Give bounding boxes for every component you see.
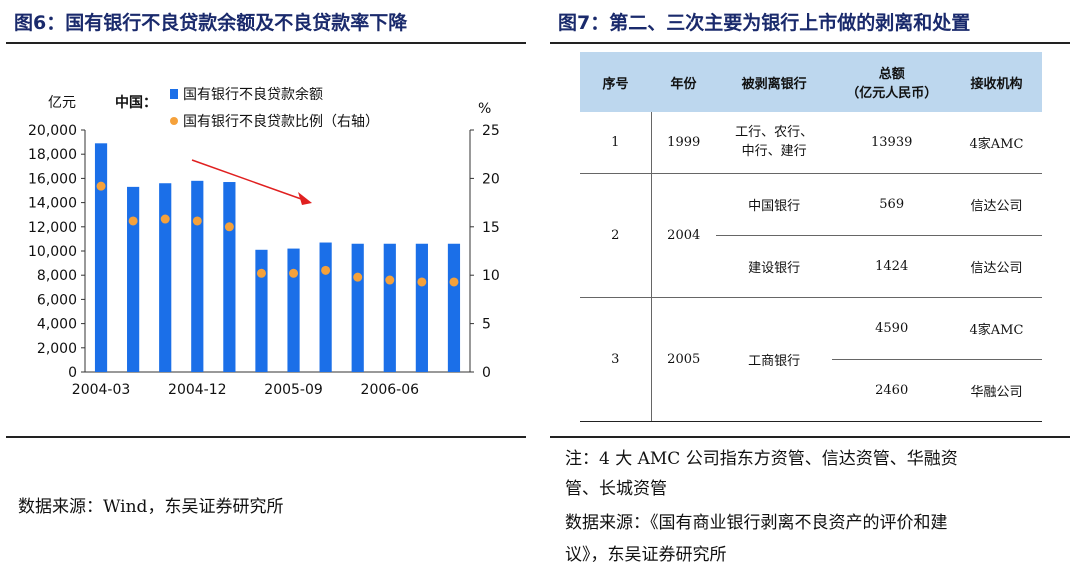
y-tick-label-left: 4,000 — [37, 317, 77, 333]
bar-npl-balance — [415, 243, 428, 372]
bar-npl-balance — [127, 186, 140, 372]
right-source-line-1: 数据来源：《国有商业银行剥离不良资产的评价和建 — [565, 513, 948, 533]
table-row: 2460 华融公司 — [580, 359, 1042, 422]
bar-npl-balance — [351, 243, 364, 372]
point-npl-ratio — [96, 181, 106, 191]
table-row: 建设银行 1424 信达公司 — [580, 235, 1042, 298]
bar-npl-balance — [191, 180, 204, 372]
region-label: 中国： — [115, 94, 157, 111]
cell-amount: 13939 — [832, 112, 951, 174]
y-tick-label-left: 20,000 — [28, 123, 77, 139]
y-tick-label-right: 10 — [482, 268, 500, 284]
y-tick-label-right: 15 — [482, 220, 500, 236]
bar-npl-balance — [255, 249, 268, 372]
cell-receiver: 信达公司 — [950, 235, 1042, 298]
cell-bank: 工行、农行、 中行、建行 — [715, 112, 833, 174]
figure6-title: 图6：国有银行不良贷款余额及不良贷款率下降 — [14, 12, 408, 34]
point-npl-ratio — [449, 277, 459, 287]
x-tick-label: 2006-06 — [361, 382, 420, 398]
point-npl-ratio — [321, 265, 331, 275]
cell-year: 2004 — [650, 173, 716, 298]
bad-loan-chart: 0 2,000 4,000 6,000 8,000 10,000 12,000 14,000 1… — [28, 86, 500, 398]
y-tick-label-right: 0 — [482, 365, 491, 381]
right-bottom-rule — [550, 436, 1070, 438]
table-header-row: 序号 年份 被剥离银行 总额 （亿元人民币） 接收机构 — [580, 52, 1042, 112]
y-tick-label-right: 25 — [482, 123, 500, 139]
y-tick-label-left: 16,000 — [28, 171, 77, 187]
y-tick-label-left: 14,000 — [28, 196, 77, 212]
divestment-table: 序号 年份 被剥离银行 总额 （亿元人民币） 接收机构 1 1999 工行、农行… — [580, 52, 1042, 422]
trend-arrow-head — [298, 192, 312, 205]
cell-receiver: 4家AMC — [950, 112, 1042, 174]
y-tick-label-left: 10,000 — [28, 244, 77, 260]
cell-amount: 2460 — [832, 359, 951, 422]
col-header-year: 年份 — [651, 52, 716, 112]
cell-amount: 4590 — [832, 297, 951, 360]
note-line-1: 注：4 大 AMC 公司指东方资管、信达资管、华融资 — [565, 449, 958, 469]
y-tick-label-left: 18,000 — [28, 147, 77, 163]
left-title-rule — [6, 42, 526, 44]
cell-bank: 建设银行 — [715, 235, 833, 298]
cell-no: 1 — [580, 112, 652, 174]
bar-npl-balance — [223, 182, 236, 372]
note-line-2: 管、长城资管 — [565, 479, 667, 499]
legend-swatch-bar — [170, 89, 178, 99]
figure7-title: 图7：第二、三次主要为银行上市做的剥离和处置 — [558, 12, 971, 34]
y-tick-label-left: 2,000 — [37, 341, 77, 357]
cell-amount: 1424 — [832, 235, 951, 298]
cell-year: 2005 — [650, 297, 716, 422]
y-tick-label-left: 12,000 — [28, 220, 77, 236]
point-npl-ratio — [256, 268, 266, 278]
cell-receiver: 4家AMC — [950, 297, 1042, 360]
cell-amount: 569 — [832, 173, 951, 236]
left-source: 数据来源：Wind，东吴证券研究所 — [18, 497, 284, 517]
point-npl-ratio — [128, 216, 138, 226]
bar-npl-balance — [383, 243, 396, 372]
col-header-bank: 被剥离银行 — [715, 52, 833, 112]
bar-npl-balance — [287, 248, 300, 372]
y-tick-label-left: 6,000 — [37, 292, 77, 308]
col-header-receiver: 接收机构 — [950, 52, 1042, 112]
x-tick-label: 2004-03 — [72, 382, 131, 398]
col-header-no: 序号 — [580, 52, 652, 112]
x-tick-label: 2004-12 — [168, 382, 227, 398]
point-npl-ratio — [224, 222, 234, 232]
y-tick-label-left: 0 — [68, 365, 77, 381]
cell-bank: 工商银行 — [715, 297, 833, 422]
cell-bank: 中国银行 — [715, 173, 833, 236]
point-npl-ratio — [192, 216, 202, 226]
y-axis-label-right: % — [478, 101, 491, 117]
cell-receiver: 华融公司 — [950, 359, 1042, 422]
bar-npl-balance — [319, 242, 332, 372]
cell-year: 1999 — [650, 112, 716, 174]
bar-npl-balance — [159, 183, 172, 372]
right-title-rule — [550, 42, 1070, 44]
point-npl-ratio — [289, 268, 299, 278]
legend-swatch-dot — [170, 117, 178, 125]
legend-label-dot: 国有银行不良贷款比例（右轴） — [183, 114, 379, 130]
cell-no: 3 — [580, 297, 652, 422]
right-source-line-2: 议》，东吴证券研究所 — [565, 545, 727, 565]
table-row: 3 2005 工商银行 4590 4家AMC — [580, 297, 1042, 422]
cell-no: 2 — [580, 173, 652, 298]
x-tick-label: 2005-09 — [264, 382, 323, 398]
point-npl-ratio — [353, 272, 363, 282]
table-row: 1 1999 工行、农行、 中行、建行 13939 4家AMC — [580, 112, 1042, 174]
col-header-amount: 总额 （亿元人民币） — [832, 52, 951, 112]
bar-npl-balance — [94, 143, 108, 372]
point-npl-ratio — [160, 214, 170, 224]
y-tick-label-right: 5 — [482, 317, 491, 333]
point-npl-ratio — [385, 275, 395, 285]
left-bottom-rule — [6, 436, 526, 438]
legend-label-bar: 国有银行不良贷款余额 — [183, 86, 323, 103]
y-axis-label-left: 亿元 — [48, 95, 76, 111]
cell-receiver: 信达公司 — [950, 173, 1042, 236]
y-tick-label-right: 20 — [482, 171, 500, 187]
y-tick-label-left: 8,000 — [37, 268, 77, 284]
table-row: 2 2004 中国银行 569 信达公司 — [580, 173, 1042, 298]
point-npl-ratio — [417, 277, 427, 287]
bar-npl-balance — [447, 243, 461, 372]
trend-arrow-line — [191, 159, 305, 201]
